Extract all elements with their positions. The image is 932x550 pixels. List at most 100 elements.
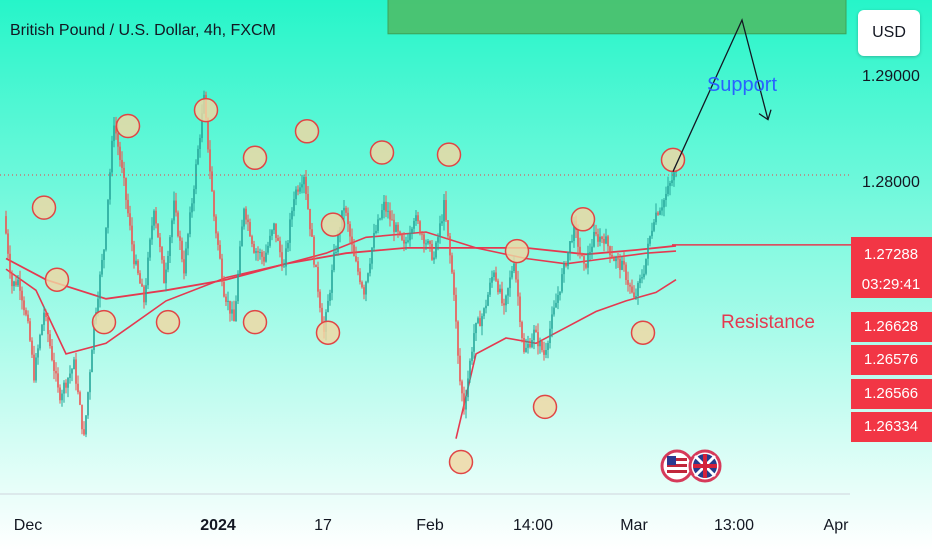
down-candle (347, 212, 349, 225)
price-level-label: 1.26566 (864, 385, 918, 402)
up-candle (171, 220, 173, 238)
up-candle (561, 274, 563, 292)
x-tick-label: Dec (14, 517, 42, 534)
up-candle (467, 378, 469, 398)
down-candle (51, 346, 53, 361)
down-candle (361, 282, 363, 288)
up-candle (331, 270, 333, 293)
up-candle (637, 282, 639, 297)
up-candle (483, 308, 485, 317)
up-candle (293, 199, 295, 211)
pivot-circle (242, 309, 268, 335)
down-candle (601, 236, 603, 240)
down-candle (611, 255, 613, 258)
pivot-circle (91, 309, 117, 335)
currency-flags-icon[interactable] (660, 449, 722, 483)
down-candle (25, 310, 27, 315)
up-candle (567, 252, 569, 267)
up-candle (551, 314, 553, 329)
down-candle (211, 171, 213, 192)
down-candle (217, 233, 219, 245)
down-candle (179, 236, 181, 241)
up-candle (105, 227, 107, 250)
pivot-circle (193, 97, 219, 123)
up-candle (227, 300, 229, 302)
pivot-circle (44, 267, 70, 292)
down-candle (459, 355, 461, 382)
up-candle (433, 257, 435, 260)
up-candle (237, 273, 239, 302)
pivot-circle (320, 212, 346, 237)
up-candle (377, 219, 379, 231)
up-candle (487, 294, 489, 306)
down-candle (423, 234, 425, 244)
up-candle (571, 240, 573, 242)
up-candle (409, 233, 411, 241)
up-candle (473, 333, 475, 352)
down-candle (503, 303, 505, 306)
up-candle (555, 302, 557, 308)
down-candle (349, 224, 351, 237)
up-candle (489, 282, 491, 295)
down-candle (595, 231, 597, 235)
up-candle (149, 239, 151, 258)
up-candle (481, 316, 483, 327)
up-candle (553, 307, 555, 315)
up-candle (337, 233, 339, 253)
down-candle (657, 212, 659, 215)
up-candle (367, 273, 369, 282)
currency-button[interactable]: USD (858, 10, 920, 56)
up-candle (651, 230, 653, 237)
up-candle (99, 274, 101, 299)
up-candle (151, 225, 153, 240)
pivot-circle (448, 449, 474, 475)
down-candle (175, 200, 177, 213)
up-candle (135, 260, 137, 265)
down-candle (417, 215, 419, 222)
price-level-label: 1.26334 (864, 418, 918, 435)
down-candle (543, 350, 545, 355)
up-candle (383, 201, 385, 211)
up-candle (475, 322, 477, 334)
pivot-circle (242, 145, 268, 171)
down-candle (157, 223, 159, 238)
down-candle (451, 255, 453, 273)
up-candle (239, 246, 241, 274)
up-candle (531, 340, 533, 348)
up-candle (659, 210, 661, 215)
down-candle (613, 257, 615, 262)
down-candle (53, 360, 55, 371)
down-candle (7, 233, 9, 254)
up-candle (387, 210, 389, 212)
down-candle (311, 229, 313, 237)
down-candle (355, 256, 357, 262)
last-price-tag (851, 237, 932, 298)
down-candle (5, 216, 7, 234)
down-candle (317, 266, 319, 292)
down-candle (15, 281, 17, 286)
up-candle (675, 171, 677, 173)
pivot-circle (31, 195, 57, 220)
down-candle (29, 321, 31, 341)
down-candle (229, 300, 231, 314)
up-candle (379, 218, 381, 220)
down-candle (345, 207, 347, 213)
down-candle (585, 263, 587, 268)
pivot-circle (369, 140, 395, 165)
up-candle (591, 246, 593, 252)
down-candle (631, 286, 633, 293)
up-candle (63, 382, 65, 394)
up-candle (477, 318, 479, 323)
down-candle (9, 253, 11, 274)
up-candle (441, 221, 443, 224)
down-candle (429, 241, 431, 245)
down-candle (181, 240, 183, 260)
down-candle (209, 149, 211, 172)
up-candle (465, 397, 467, 410)
down-candle (521, 322, 523, 339)
down-candle (389, 210, 391, 220)
up-candle (505, 295, 507, 306)
down-candle (123, 167, 125, 179)
